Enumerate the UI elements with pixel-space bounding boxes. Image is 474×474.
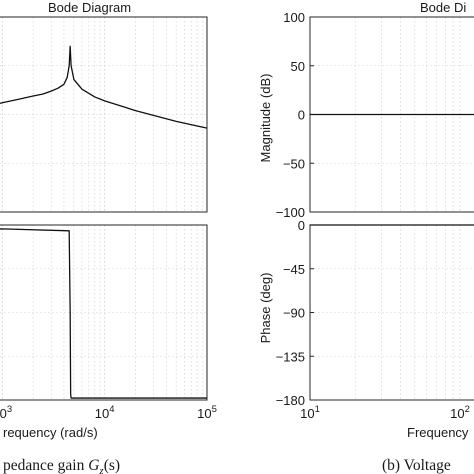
left-xtick-label: 104 bbox=[95, 404, 115, 421]
right-ph-ytick-label: −45 bbox=[283, 262, 305, 277]
right-chart-title: Bode Di bbox=[420, 0, 466, 15]
xtick-exponent: 3 bbox=[7, 404, 12, 415]
right-bode-panel: Bode Di 100 50 0 −50 −100 0 −45 −90 −135 −180 10… bbox=[258, 0, 474, 474]
right-phase-axes: 0 −45 −90 −135 −180 bbox=[276, 218, 474, 408]
xtick-base: 10 bbox=[0, 406, 7, 421]
xtick-base: 10 bbox=[197, 406, 211, 421]
left-bode-panel: Bode Diagram 103104105 requency (rad/s) … bbox=[0, 0, 217, 474]
right-mag-ytick-label: −50 bbox=[283, 156, 305, 171]
right-ph-ytick-label: −135 bbox=[276, 349, 305, 364]
caption-suffix: (s) bbox=[104, 457, 120, 474]
left-xtick-label: 103 bbox=[0, 404, 12, 421]
xtick-base: 10 bbox=[300, 406, 314, 421]
right-xtick-label: 102 bbox=[450, 404, 470, 421]
right-ph-ytick-label: −90 bbox=[283, 306, 305, 321]
left-panel-caption: pedance gain Gz(s) bbox=[3, 457, 120, 474]
right-magnitude-ylabel: Magnitude (dB) bbox=[258, 74, 273, 163]
right-ph-ytick-label: −180 bbox=[276, 393, 305, 408]
right-x-axis-label: Frequency bbox=[407, 425, 469, 440]
caption-prefix: pedance gain bbox=[3, 457, 88, 474]
right-xtick-label: 101 bbox=[300, 404, 320, 421]
left-magnitude-axes bbox=[0, 16, 208, 213]
left-x-tick-labels: 103104105 bbox=[0, 404, 217, 421]
left-phase-line bbox=[0, 228, 207, 399]
xtick-exponent: 2 bbox=[465, 404, 470, 415]
left-ph-frame bbox=[0, 224, 208, 401]
right-panel-caption: (b) Voltage bbox=[382, 457, 451, 474]
caption-symbol: G bbox=[88, 457, 99, 474]
right-mag-ytick-label: 50 bbox=[291, 59, 305, 74]
right-ph-ytick-label: 0 bbox=[298, 218, 305, 233]
xtick-exponent: 4 bbox=[109, 404, 114, 415]
right-mag-ytick-label: 100 bbox=[283, 10, 305, 25]
caption-subscript: z bbox=[98, 465, 104, 474]
left-phase-axes bbox=[0, 224, 208, 401]
right-mag-ytick-label: 0 bbox=[298, 108, 305, 123]
xtick-base: 10 bbox=[450, 406, 464, 421]
left-x-axis-label: requency (rad/s) bbox=[3, 425, 98, 440]
right-mag-ytick-label: −100 bbox=[276, 205, 305, 220]
left-chart-title: Bode Diagram bbox=[48, 0, 131, 15]
xtick-base: 10 bbox=[95, 406, 109, 421]
left-xtick-label: 105 bbox=[197, 404, 217, 421]
right-x-tick-labels: 101 102 bbox=[300, 404, 470, 421]
right-phase-ylabel: Phase (deg) bbox=[258, 273, 273, 344]
left-magnitude-line bbox=[0, 45, 208, 129]
xtick-exponent: 5 bbox=[212, 404, 217, 415]
xtick-exponent: 1 bbox=[315, 404, 320, 415]
right-magnitude-axes: 100 50 0 −50 −100 bbox=[276, 10, 474, 220]
left-mag-frame bbox=[0, 16, 208, 213]
